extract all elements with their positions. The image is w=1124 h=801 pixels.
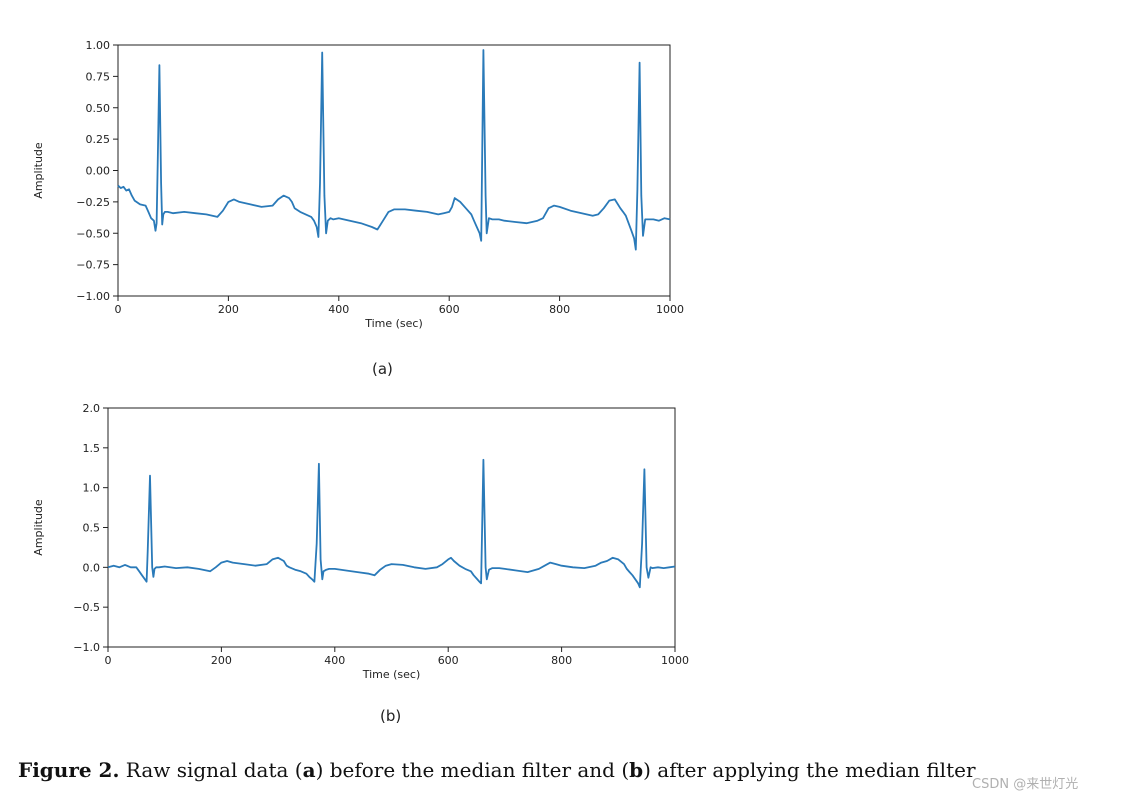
- caption-part1: Raw signal data (: [119, 758, 303, 782]
- y-tick-label: 1.0: [83, 482, 101, 495]
- x-tick-label: 0: [105, 654, 112, 667]
- plot-frame: [107, 407, 676, 648]
- y-tick-label: −1.00: [76, 290, 110, 303]
- watermark: CSDN @来世灯光: [972, 777, 1079, 792]
- x-tick-label: 1000: [661, 654, 689, 667]
- x-tick-label: 600: [439, 303, 460, 316]
- y-tick-label: 0.0: [83, 561, 101, 574]
- caption-prefix: Figure 2.: [18, 758, 120, 782]
- y-tick-label: −0.75: [76, 259, 110, 272]
- y-tick-label: 0.5: [83, 522, 101, 535]
- x-tick-label: 200: [218, 303, 239, 316]
- plot-frame: [117, 44, 671, 297]
- caption-a: a: [302, 758, 316, 782]
- series-line: [117, 49, 671, 251]
- y-tick-label: 1.00: [86, 39, 111, 52]
- y-tick-label: 1.5: [83, 442, 101, 455]
- chart-a: 0 200 400 600 800 1000 1.00 0.75 0.50 0.25 0.00 −0.…: [32, 39, 684, 330]
- x-tick-label: 800: [551, 654, 572, 667]
- series-line: [107, 458, 676, 589]
- chart-b: 0 200 400 600 800 1000 2.0 1.5 1.0 0.5 0.0 −0.5 −1.0…: [32, 402, 689, 681]
- x-axis-label: Time (sec): [364, 317, 423, 330]
- y-tick-label: 0.75: [86, 70, 111, 83]
- y-tick-label: 0.25: [86, 133, 111, 146]
- x-tick-label: 800: [549, 303, 570, 316]
- y-tick-label: 0.00: [86, 165, 111, 178]
- y-tick-label: 2.0: [83, 402, 101, 415]
- caption-part3: ) after applying the median filter: [643, 758, 976, 782]
- x-tick-label: 0: [115, 303, 122, 316]
- caption-b: b: [629, 758, 644, 782]
- caption-part2: ) before the median filter and (: [315, 758, 630, 782]
- y-axis-label: Amplitude: [32, 142, 45, 199]
- y-tick-label: −0.50: [76, 227, 110, 240]
- x-tick-label: 400: [328, 303, 349, 316]
- y-tick-label: −1.0: [73, 641, 100, 654]
- panel-label-b: (b): [380, 707, 402, 725]
- x-tick-label: 400: [324, 654, 345, 667]
- panel-label-a: (a): [372, 360, 393, 378]
- x-tick-label: 600: [438, 654, 459, 667]
- x-tick-label: 200: [211, 654, 232, 667]
- y-tick-label: −0.25: [76, 196, 110, 209]
- figure-caption: Figure 2. Raw signal data (a) before the…: [18, 758, 976, 782]
- x-tick-label: 1000: [656, 303, 684, 316]
- x-axis-label: Time (sec): [362, 668, 421, 681]
- y-axis-label: Amplitude: [32, 499, 45, 556]
- y-tick-label: −0.5: [73, 601, 100, 614]
- y-tick-label: 0.50: [86, 102, 111, 115]
